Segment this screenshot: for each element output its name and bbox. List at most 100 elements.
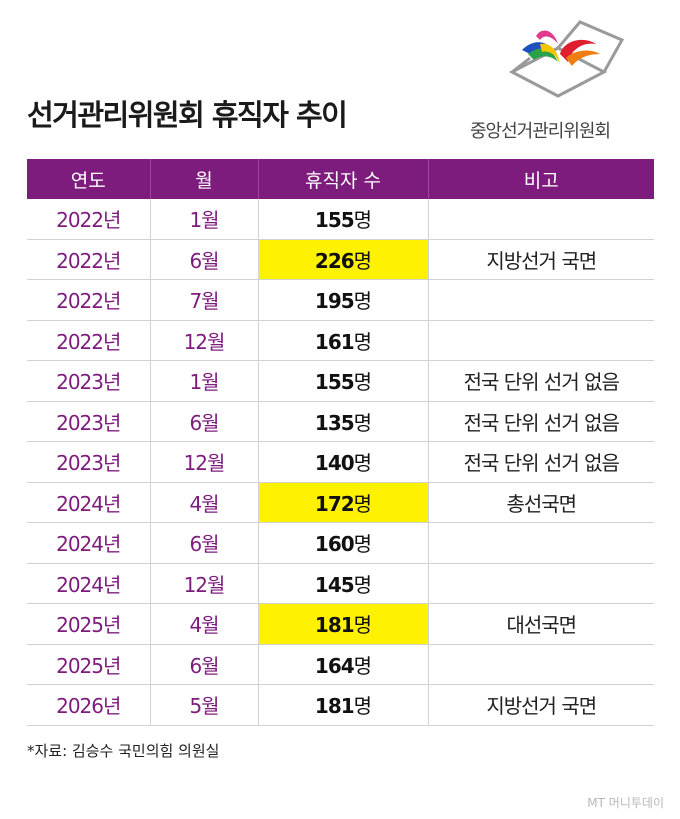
table-row: 2026년 5월 181명 지방선거 국면 bbox=[27, 684, 654, 726]
count-number: 155 bbox=[314, 208, 355, 233]
cell-year: 2025년 bbox=[27, 603, 150, 645]
count-number: 145 bbox=[314, 572, 355, 597]
cell-year: 2026년 bbox=[27, 684, 150, 726]
org-name: 중앙선거관리위원회 bbox=[470, 121, 611, 142]
watermark: MT 머니투데이 bbox=[587, 796, 664, 810]
table-row: 2022년 6월 226명 지방선거 국면 bbox=[27, 239, 654, 280]
cell-year: 2023년 bbox=[27, 401, 150, 442]
table-row: 2024년 12월 145명 bbox=[27, 563, 654, 604]
header-month: 월 bbox=[149, 159, 258, 199]
count-unit: 명 bbox=[353, 653, 372, 678]
count-unit: 명 bbox=[353, 410, 372, 435]
cell-count: 164명 bbox=[257, 644, 428, 685]
cell-count: 135명 bbox=[257, 401, 428, 442]
cell-count: 160명 bbox=[257, 522, 428, 564]
cell-year: 2024년 bbox=[27, 522, 150, 564]
page-title: 선거관리위원회 휴직자 추이 bbox=[27, 98, 348, 132]
cell-month: 6월 bbox=[149, 644, 258, 685]
cell-note: 총선국면 bbox=[427, 482, 654, 523]
cell-note bbox=[427, 279, 654, 321]
cell-count: 155명 bbox=[257, 199, 428, 240]
table-row: 2022년 12월 161명 bbox=[27, 320, 654, 361]
cell-month: 7월 bbox=[149, 279, 258, 321]
cell-count: 195명 bbox=[257, 279, 428, 321]
cell-month: 12월 bbox=[149, 563, 258, 604]
table-row: 2025년 6월 164명 bbox=[27, 644, 654, 685]
cell-count: 181명 bbox=[257, 684, 428, 726]
source-note: *자료: 김승수 국민의힘 의원실 bbox=[27, 742, 220, 760]
count-unit: 명 bbox=[353, 329, 372, 354]
cell-month: 6월 bbox=[149, 401, 258, 442]
leave-trend-table: 연도 월 휴직자 수 비고 2022년 1월 155명 2022년 6월 226명 지방선거… bbox=[27, 159, 654, 726]
cell-note bbox=[427, 644, 654, 685]
count-number: 160 bbox=[314, 532, 355, 557]
count-unit: 명 bbox=[353, 491, 372, 516]
cell-year: 2023년 bbox=[27, 441, 150, 483]
cell-count: 145명 bbox=[257, 563, 428, 604]
table-row: 2024년 4월 172명 총선국면 bbox=[27, 482, 654, 523]
count-unit: 명 bbox=[353, 289, 372, 314]
count-unit: 명 bbox=[353, 248, 372, 273]
table-row: 2023년 12월 140명 전국 단위 선거 없음 bbox=[27, 441, 654, 483]
count-unit: 명 bbox=[353, 370, 372, 395]
cell-count: 161명 bbox=[257, 320, 428, 361]
cell-month: 12월 bbox=[149, 441, 258, 483]
cell-note bbox=[427, 320, 654, 361]
count-number: 155 bbox=[314, 370, 355, 395]
cell-note bbox=[427, 522, 654, 564]
cell-month: 1월 bbox=[149, 199, 258, 240]
count-number: 181 bbox=[314, 694, 355, 719]
cell-count: 140명 bbox=[257, 441, 428, 483]
header-count: 휴직자 수 bbox=[257, 159, 428, 199]
cell-note bbox=[427, 563, 654, 604]
count-unit: 명 bbox=[353, 208, 372, 233]
cell-year: 2022년 bbox=[27, 199, 150, 240]
count-unit: 명 bbox=[353, 572, 372, 597]
header-note: 비고 bbox=[427, 159, 654, 199]
table-row: 2024년 6월 160명 bbox=[27, 522, 654, 564]
cell-note: 전국 단위 선거 없음 bbox=[427, 401, 654, 442]
count-number: 181 bbox=[314, 613, 355, 638]
count-unit: 명 bbox=[353, 613, 372, 638]
election-commission-logo bbox=[508, 20, 625, 98]
cell-month: 5월 bbox=[149, 684, 258, 726]
count-unit: 명 bbox=[353, 694, 372, 719]
cell-note: 지방선거 국면 bbox=[427, 239, 654, 280]
cell-year: 2022년 bbox=[27, 320, 150, 361]
cell-count: 172명 bbox=[257, 482, 428, 523]
count-unit: 명 bbox=[353, 532, 372, 557]
table-row: 2022년 1월 155명 bbox=[27, 199, 654, 240]
table-header-row: 연도 월 휴직자 수 비고 bbox=[27, 159, 654, 199]
count-unit: 명 bbox=[353, 451, 372, 476]
table-row: 2023년 1월 155명 전국 단위 선거 없음 bbox=[27, 360, 654, 402]
table-row: 2025년 4월 181명 대선국면 bbox=[27, 603, 654, 645]
cell-month: 4월 bbox=[149, 603, 258, 645]
table-row: 2022년 7월 195명 bbox=[27, 279, 654, 321]
cell-note: 전국 단위 선거 없음 bbox=[427, 360, 654, 402]
cell-count: 226명 bbox=[257, 239, 428, 280]
cell-note: 전국 단위 선거 없음 bbox=[427, 441, 654, 483]
cell-year: 2022년 bbox=[27, 279, 150, 321]
cell-note: 대선국면 bbox=[427, 603, 654, 645]
count-number: 161 bbox=[314, 329, 355, 354]
cell-year: 2023년 bbox=[27, 360, 150, 402]
header-year: 연도 bbox=[27, 159, 150, 199]
cell-year: 2025년 bbox=[27, 644, 150, 685]
cell-count: 155명 bbox=[257, 360, 428, 402]
cell-month: 6월 bbox=[149, 239, 258, 280]
cell-month: 4월 bbox=[149, 482, 258, 523]
cell-year: 2024년 bbox=[27, 482, 150, 523]
count-number: 226 bbox=[314, 248, 355, 273]
cell-count: 181명 bbox=[257, 603, 428, 645]
cell-year: 2022년 bbox=[27, 239, 150, 280]
cell-month: 1월 bbox=[149, 360, 258, 402]
table-row: 2023년 6월 135명 전국 단위 선거 없음 bbox=[27, 401, 654, 442]
count-number: 195 bbox=[314, 289, 355, 314]
cell-note: 지방선거 국면 bbox=[427, 684, 654, 726]
cell-month: 12월 bbox=[149, 320, 258, 361]
count-number: 164 bbox=[314, 653, 355, 678]
count-number: 135 bbox=[314, 410, 355, 435]
cell-month: 6월 bbox=[149, 522, 258, 564]
cell-year: 2024년 bbox=[27, 563, 150, 604]
cell-note bbox=[427, 199, 654, 240]
